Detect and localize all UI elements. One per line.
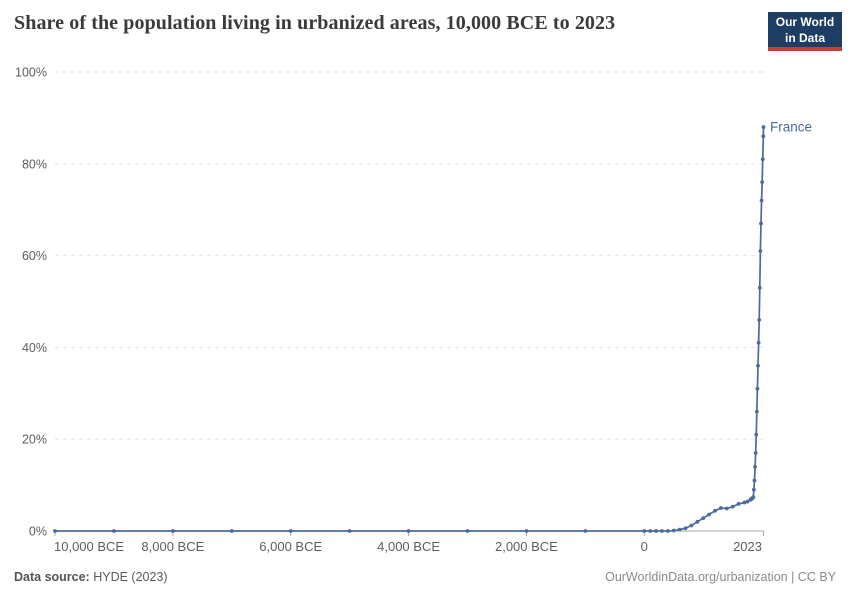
data-point <box>677 527 682 532</box>
data-point <box>751 495 756 499</box>
data-point <box>288 529 293 533</box>
chart-header: Share of the population living in urbani… <box>0 0 850 60</box>
data-point <box>583 529 588 533</box>
data-point <box>756 363 760 368</box>
data-point <box>757 317 762 322</box>
data-point <box>758 249 763 253</box>
chart-title: Share of the population living in urbani… <box>14 12 616 34</box>
data-point <box>730 504 735 509</box>
data-point <box>347 529 352 533</box>
data-point <box>695 519 700 524</box>
y-tick-label: 80% <box>22 157 47 171</box>
y-tick-label: 100% <box>15 66 47 80</box>
data-point <box>671 528 676 533</box>
data-point <box>761 125 766 129</box>
data-point <box>660 529 664 533</box>
data-point <box>756 340 761 345</box>
data-point <box>742 500 747 505</box>
owid-logo-line1: Our World <box>775 15 835 29</box>
data-point <box>718 506 723 510</box>
y-tick-label: 20% <box>22 433 47 447</box>
y-tick-label: 60% <box>22 249 47 263</box>
owid-logo-line2: in Data <box>784 30 825 45</box>
data-point <box>465 529 470 533</box>
data-point <box>707 512 712 517</box>
data-point <box>112 529 116 533</box>
data-point <box>755 386 760 391</box>
data-point <box>760 157 765 162</box>
data-point <box>701 516 706 521</box>
data-point <box>751 487 756 492</box>
data-line-france <box>55 127 765 532</box>
x-tick-label: 0 <box>641 539 648 554</box>
data-point <box>753 464 757 469</box>
data-point <box>754 432 759 437</box>
data-point <box>654 529 658 533</box>
data-point <box>752 478 757 483</box>
data-source-value: HYDE (2023) <box>93 570 168 584</box>
data-point <box>689 523 694 528</box>
x-tick-label: 4,000 BCE <box>377 539 440 554</box>
y-tick-label: 0% <box>29 525 47 539</box>
data-point <box>757 285 762 290</box>
x-tick-label: 2,000 BCE <box>495 539 558 554</box>
data-point <box>642 529 647 533</box>
data-point <box>648 529 653 533</box>
owid-url-license-link[interactable]: OurWorldinData.org/urbanization | CC BY <box>605 570 836 584</box>
owid-logo[interactable]: Our World in Data <box>768 12 842 51</box>
data-source-label: Data source: <box>14 570 90 584</box>
data-source-note: Data source: HYDE (2023) <box>14 570 168 584</box>
data-point <box>736 502 741 506</box>
x-tick-label: 10,000 BCE <box>54 539 124 554</box>
data-point <box>524 529 529 533</box>
data-point <box>724 506 729 511</box>
data-point <box>683 526 688 531</box>
data-point <box>53 529 57 533</box>
data-point <box>759 221 763 226</box>
entity-label-france[interactable]: France <box>770 120 812 135</box>
chart-footer: Data source: HYDE (2023) OurWorldinData.… <box>0 566 850 590</box>
data-point <box>713 508 717 513</box>
data-point <box>753 451 758 455</box>
x-tick-label: 8,000 BCE <box>141 539 204 554</box>
y-tick-label: 40% <box>22 341 47 355</box>
x-tick-label: 6,000 BCE <box>259 539 322 554</box>
data-point <box>170 529 175 533</box>
data-point <box>229 529 234 533</box>
data-point <box>759 198 764 203</box>
x-tick-label: 2023 <box>733 539 762 554</box>
data-point <box>406 529 411 533</box>
data-point <box>745 499 750 504</box>
data-point <box>665 529 670 533</box>
data-point <box>754 409 759 414</box>
data-point <box>761 134 766 139</box>
data-point <box>760 180 765 185</box>
